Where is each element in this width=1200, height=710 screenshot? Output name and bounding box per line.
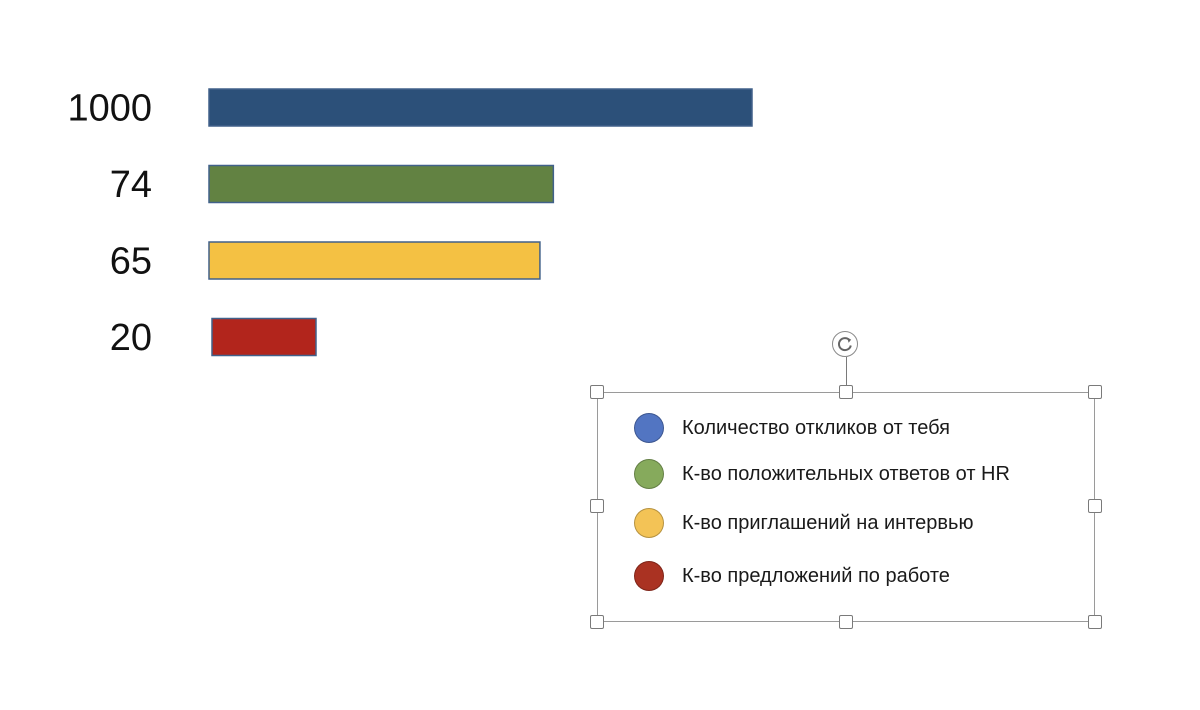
legend-item: Количество откликов от тебя xyxy=(634,411,950,445)
bar xyxy=(208,164,555,204)
bar-value-label: 74 xyxy=(110,164,152,206)
resize-handle-bottom-left[interactable] xyxy=(590,615,604,629)
legend-swatch xyxy=(634,459,664,489)
resize-handle-top[interactable] xyxy=(839,385,853,399)
legend-label: Количество откликов от тебя xyxy=(682,416,950,439)
bar xyxy=(211,317,317,357)
resize-handle-top-right[interactable] xyxy=(1088,385,1102,399)
legend-label: К-во положительных ответов от HR xyxy=(682,462,1010,485)
bar xyxy=(208,241,541,280)
resize-handle-top-left[interactable] xyxy=(590,385,604,399)
legend-item: К-во положительных ответов от HR xyxy=(634,457,1010,491)
resize-handle-left[interactable] xyxy=(590,499,604,513)
legend-swatch xyxy=(634,561,664,591)
bar-value-label: 20 xyxy=(110,317,152,359)
resize-handle-bottom-right[interactable] xyxy=(1088,615,1102,629)
legend-swatch xyxy=(634,413,664,443)
legend-label: К-во предложений по работе xyxy=(682,564,950,587)
legend-item: К-во предложений по работе xyxy=(634,559,950,593)
legend-swatch xyxy=(634,508,664,538)
rotate-icon[interactable] xyxy=(832,331,858,357)
bar-value-label: 1000 xyxy=(67,88,152,130)
bar-value-label: 65 xyxy=(110,241,152,283)
legend-label: К-во приглашений на интервью xyxy=(682,511,974,534)
resize-handle-bottom[interactable] xyxy=(839,615,853,629)
legend-item: К-во приглашений на интервью xyxy=(634,506,973,540)
rotate-handle-stem xyxy=(846,357,847,385)
bar xyxy=(208,88,753,127)
resize-handle-right[interactable] xyxy=(1088,499,1102,513)
